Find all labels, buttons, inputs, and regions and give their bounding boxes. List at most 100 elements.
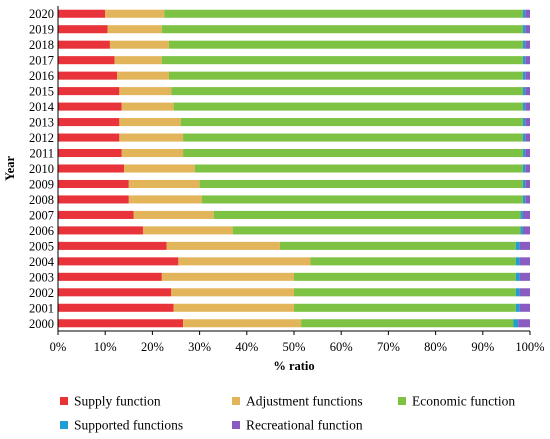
bar-recreational-function-2017 [525,56,530,65]
y-tick-label: 2007 [29,208,54,222]
bar-adjustment-functions-2008 [128,195,202,204]
bar-supply-function-2017 [58,56,115,65]
bar-adjustment-functions-2017 [114,56,162,65]
bar-recreational-function-2006 [522,226,530,235]
y-tick-label: 2004 [29,255,55,269]
bar-economic-function-2002 [294,288,516,297]
bar-recreational-function-2004 [519,257,530,266]
bar-supported-functions-2012 [522,133,526,142]
x-tick-labels: 0% 10% 20% 30% 40% 50% 60% 70% 80% 90% 100% [50,331,545,354]
y-tick-label: 2001 [29,301,54,315]
bars-group [58,9,530,328]
x-tick-label: 60% [330,340,353,354]
bar-economic-function-2014 [173,102,523,111]
bar-supported-functions-2020 [522,9,526,18]
bar-supply-function-2011 [58,149,122,158]
bar-supported-functions-2010 [522,164,526,173]
bar-economic-function-2005 [279,241,516,250]
x-tick-label: 70% [377,340,400,354]
bar-supported-functions-2000 [513,319,519,328]
bar-recreational-function-2002 [519,288,530,297]
x-tick-label: 10% [94,340,117,354]
bar-economic-function-2019 [161,25,523,34]
bar-adjustment-functions-2016 [117,71,169,80]
bar-supply-function-2003 [58,272,162,281]
bar-supply-function-2014 [58,102,122,111]
y-tick-label: 2010 [29,162,54,176]
y-tick-label: 2013 [29,116,54,130]
bar-supply-function-2018 [58,40,110,49]
bar-supported-functions-2004 [515,257,520,266]
bar-supported-functions-2002 [515,288,520,297]
bar-supported-functions-2015 [522,87,526,96]
bar-supported-functions-2005 [515,241,520,250]
bar-recreational-function-2013 [525,118,530,127]
bar-supported-functions-2001 [515,303,520,312]
bar-recreational-function-2019 [525,25,530,34]
bar-adjustment-functions-2015 [119,87,172,96]
x-tick-label: 40% [235,340,258,354]
x-tick-label: 0% [50,340,67,354]
x-tick-label: 50% [283,340,306,354]
legend-swatch-economic-function [398,397,406,405]
bar-recreational-function-2020 [525,9,530,18]
y-tick-label: 2020 [29,7,54,21]
x-tick-label: 20% [141,340,164,354]
bar-recreational-function-2012 [525,133,530,142]
bar-adjustment-functions-2001 [173,303,294,312]
y-tick-label: 2014 [29,100,55,114]
bar-adjustment-functions-2006 [142,226,233,235]
bar-supported-functions-2003 [515,272,520,281]
bar-adjustment-functions-2009 [128,179,200,188]
bar-supply-function-2004 [58,257,179,266]
bar-supply-function-2015 [58,87,120,96]
y-tick-label: 2002 [29,286,54,300]
x-tick-label: 100% [515,340,544,354]
bar-recreational-function-2014 [525,102,530,111]
legend: Supply function Adjustment functions Econo… [60,394,515,433]
bar-adjustment-functions-2013 [119,118,181,127]
bar-adjustment-functions-2019 [107,25,162,34]
bar-supported-functions-2006 [520,226,523,235]
bar-supported-functions-2014 [522,102,526,111]
bar-adjustment-functions-2010 [124,164,195,173]
bar-recreational-function-2008 [525,195,530,204]
y-tick-label: 2003 [29,270,54,284]
x-tick-label: 30% [188,340,211,354]
bar-supply-function-2013 [58,118,120,127]
bar-supply-function-2002 [58,288,172,297]
bar-economic-function-2011 [183,149,523,158]
bar-recreational-function-2010 [525,164,530,173]
bar-supply-function-2001 [58,303,174,312]
y-tick-label: 2000 [29,317,54,331]
y-tick-label: 2017 [29,54,54,68]
bar-supported-functions-2016 [522,71,526,80]
bar-adjustment-functions-2018 [109,40,169,49]
bar-economic-function-2012 [183,133,523,142]
bar-recreational-function-2011 [525,149,530,158]
bar-supply-function-2005 [58,241,167,250]
bar-supply-function-2007 [58,210,134,219]
bar-adjustment-functions-2003 [161,272,294,281]
x-tick-label: 80% [424,340,447,354]
bar-supported-functions-2007 [520,210,523,219]
x-axis-title: % ratio [273,359,314,373]
bar-supply-function-2000 [58,319,184,328]
bar-adjustment-functions-2007 [133,210,214,219]
y-tick-label: 2012 [29,131,54,145]
bar-economic-function-2009 [199,179,523,188]
bar-adjustment-functions-2000 [183,319,302,328]
bar-recreational-function-2000 [518,319,530,328]
bar-recreational-function-2015 [525,87,530,96]
y-axis-title: Year [3,156,17,181]
legend-label-adjustment-functions: Adjustment functions [246,394,363,409]
bar-adjustment-functions-2004 [178,257,311,266]
bar-economic-function-2004 [310,257,516,266]
y-tick-label: 2011 [29,147,54,161]
bar-recreational-function-2001 [519,303,530,312]
bar-economic-function-2008 [201,195,523,204]
bar-recreational-function-2003 [519,272,530,281]
bar-economic-function-2017 [161,56,523,65]
